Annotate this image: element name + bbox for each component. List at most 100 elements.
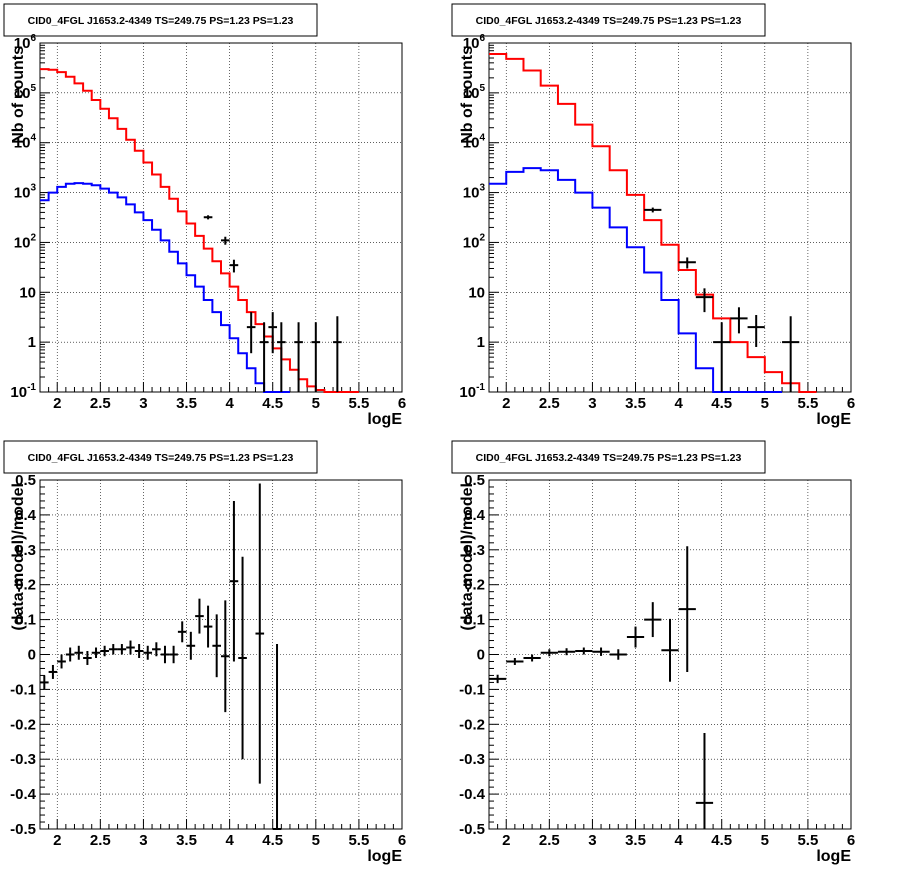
x-tick-label: 3 — [588, 832, 596, 849]
chart-title: CID0_4FGL J1653.2-4349 TS=249.75 PS=1.23… — [476, 452, 742, 464]
x-tick-label: 4 — [674, 832, 683, 849]
x-tick-label: 4 — [674, 395, 683, 412]
x-tick-label: 2 — [502, 832, 510, 849]
y-tick-label: -0.5 — [10, 821, 36, 838]
y-tick-label: -0.2 — [459, 716, 485, 733]
axis-ticks — [39, 42, 403, 393]
y-tick-label: 0.4 — [15, 507, 37, 524]
x-tick-label: 2.5 — [539, 395, 560, 412]
gridlines — [489, 43, 851, 392]
model-source-histogram — [489, 167, 783, 393]
y-tick-label: -0.4 — [10, 786, 37, 803]
x-tick-label: 2.5 — [539, 832, 560, 849]
x-tick-label: 4.5 — [262, 395, 283, 412]
series-0 — [489, 546, 714, 829]
axis-ticks — [488, 42, 852, 393]
series-1 — [40, 182, 290, 393]
y-axis-label: Nb of counts — [10, 46, 27, 144]
y-tick-label: 10-1 — [459, 382, 485, 401]
x-tick-label: 3 — [588, 395, 596, 412]
x-axis-label: logE — [816, 411, 851, 428]
y-tick-label: 104 — [463, 133, 486, 152]
residual-panel-left: CID0_4FGL J1653.2-4349 TS=249.75 PS=1.23… — [3, 440, 406, 865]
title-box — [3, 440, 318, 474]
x-tick-label: 2.5 — [90, 395, 111, 412]
y-tick-label: 106 — [14, 33, 37, 52]
y-tick-label: 104 — [14, 133, 37, 152]
x-tick-label: 3.5 — [176, 395, 197, 412]
plot-frame — [39, 42, 403, 393]
y-tick-label: 0.1 — [464, 612, 485, 629]
x-tick-label: 5.5 — [348, 395, 369, 412]
axis-ticks — [39, 479, 403, 830]
y-tick-label: 1 — [28, 334, 36, 351]
x-tick-label: 2 — [53, 395, 61, 412]
y-tick-label: 102 — [463, 232, 486, 251]
title-box — [451, 440, 766, 474]
chart-title: CID0_4FGL J1653.2-4349 TS=249.75 PS=1.23… — [28, 15, 294, 27]
x-tick-label: 2.5 — [90, 832, 111, 849]
x-tick-label: 5 — [761, 832, 769, 849]
model-total-histogram — [489, 53, 817, 393]
y-tick-label: 0.2 — [15, 577, 36, 594]
axis-ticks — [488, 479, 852, 830]
gridlines — [40, 43, 402, 392]
y-tick-label: 1 — [477, 334, 485, 351]
x-tick-label: 4 — [225, 832, 234, 849]
y-tick-label: 0.5 — [15, 472, 36, 489]
y-tick-label: 0.2 — [464, 577, 485, 594]
y-axis-label: Nb of counts — [459, 46, 476, 144]
y-tick-label: 106 — [463, 33, 486, 52]
x-tick-label: 6 — [398, 395, 406, 412]
y-axis-label: (data-model)/model — [10, 483, 27, 631]
x-tick-label: 6 — [847, 395, 855, 412]
x-tick-label: 3 — [139, 395, 147, 412]
x-tick-label: 5 — [312, 395, 320, 412]
x-tick-label: 5.5 — [797, 395, 818, 412]
y-tick-label: 0 — [477, 647, 485, 664]
x-axis-label: logE — [816, 848, 851, 865]
plot-frame — [488, 42, 852, 393]
x-axis-label: logE — [367, 411, 402, 428]
y-tick-label: -0.5 — [459, 821, 485, 838]
y-tick-label: 10 — [19, 284, 36, 301]
y-tick-label: -0.1 — [10, 681, 36, 698]
model-source-histogram — [40, 182, 290, 393]
series-2 — [644, 207, 800, 392]
x-tick-label: 5 — [312, 832, 320, 849]
gridlines — [40, 480, 402, 829]
y-tick-label: 0.3 — [464, 542, 485, 559]
y-tick-label: 0 — [28, 647, 36, 664]
residual-panel-right: CID0_4FGL J1653.2-4349 TS=249.75 PS=1.23… — [451, 440, 855, 865]
y-tick-label: -0.3 — [459, 751, 485, 768]
y-tick-label: 105 — [14, 83, 37, 102]
title-box — [3, 3, 318, 37]
y-tick-label: 103 — [463, 183, 486, 202]
x-tick-label: 2 — [502, 395, 510, 412]
y-tick-label: 10 — [468, 284, 485, 301]
x-tick-label: 4 — [225, 395, 234, 412]
chart-title: CID0_4FGL J1653.2-4349 TS=249.75 PS=1.23… — [476, 15, 742, 27]
y-tick-label: -0.2 — [10, 716, 36, 733]
series-0 — [40, 483, 282, 830]
y-tick-label: 0.4 — [464, 507, 486, 524]
counts-panel-left: CID0_4FGL J1653.2-4349 TS=249.75 PS=1.23… — [3, 3, 406, 428]
y-tick-label: 0.5 — [464, 472, 485, 489]
x-tick-label: 6 — [847, 832, 855, 849]
x-tick-label: 5.5 — [348, 832, 369, 849]
y-tick-label: 102 — [14, 232, 37, 251]
y-tick-label: 105 — [463, 83, 486, 102]
y-tick-label: -0.4 — [459, 786, 486, 803]
x-tick-label: 2 — [53, 832, 61, 849]
y-tick-label: 103 — [14, 183, 37, 202]
y-tick-label: 0.1 — [15, 612, 36, 629]
y-tick-label: -0.1 — [459, 681, 485, 698]
x-tick-label: 4.5 — [711, 395, 732, 412]
x-tick-label: 5 — [761, 395, 769, 412]
title-box — [451, 3, 766, 37]
series-1 — [489, 167, 783, 393]
series-0 — [40, 68, 359, 393]
x-tick-label: 4.5 — [262, 832, 283, 849]
x-tick-label: 5.5 — [797, 832, 818, 849]
